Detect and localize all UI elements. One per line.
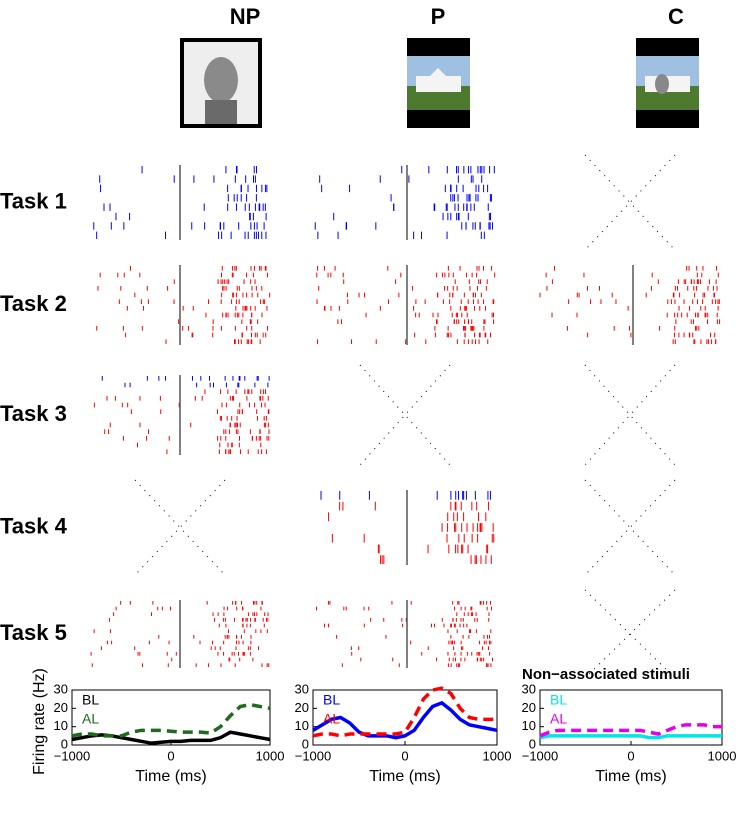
y-tick-label: 20 xyxy=(54,700,68,715)
raster-panel xyxy=(93,375,270,455)
legend-entry: BL xyxy=(323,692,340,708)
y-tick-label: 30 xyxy=(54,681,68,696)
row-label: Task 1 xyxy=(0,188,67,213)
x-tick-label: 0 xyxy=(401,748,408,763)
stimulus-place xyxy=(407,38,470,128)
x-axis-label: Time (ms) xyxy=(135,768,206,785)
raster-panel xyxy=(584,364,676,466)
raster-panel xyxy=(314,165,495,240)
x-tick-label: 1000 xyxy=(708,748,737,763)
raster-panel xyxy=(93,165,268,240)
empty-cross xyxy=(584,364,676,466)
empty-cross xyxy=(584,589,676,679)
y-tick-label: 20 xyxy=(522,700,536,715)
x-axis-label: Time (ms) xyxy=(369,768,440,785)
legend-entry: AL xyxy=(82,711,99,727)
row-label: Task 5 xyxy=(0,620,67,645)
y-tick-label: 0 xyxy=(529,736,536,751)
x-tick-label: 0 xyxy=(627,748,634,763)
y-tick-label: 0 xyxy=(302,736,309,751)
empty-cross xyxy=(134,479,226,576)
line-series xyxy=(71,702,271,738)
stimulus-combined xyxy=(636,38,699,128)
y-axis-label: Firing rate (Hz) xyxy=(31,668,48,775)
empty-cross xyxy=(584,479,676,576)
line-series xyxy=(312,686,497,738)
row-label: Task 2 xyxy=(0,291,67,316)
raster-panel xyxy=(320,490,495,565)
y-tick-label: 10 xyxy=(522,718,536,733)
y-tick-label: 30 xyxy=(295,681,309,696)
empty-cross xyxy=(359,364,451,466)
empty-cross xyxy=(584,479,676,576)
empty-cross xyxy=(584,154,676,251)
y-tick-label: 10 xyxy=(54,718,68,733)
raster-panel xyxy=(96,265,271,345)
y-tick-label: 0 xyxy=(61,736,68,751)
raster-panel xyxy=(134,479,226,576)
line-series xyxy=(539,734,722,740)
chart-title: Non−associated stimuli xyxy=(522,666,690,683)
raster-panel xyxy=(584,154,676,251)
empty-cross xyxy=(584,364,676,466)
raster-panel xyxy=(584,589,676,679)
x-tick-label: 0 xyxy=(167,748,174,763)
row-label: Task 3 xyxy=(0,401,67,426)
line-series xyxy=(312,700,498,740)
raster-panel xyxy=(90,600,270,668)
row-label: Task 4 xyxy=(0,513,68,538)
column-header: P xyxy=(431,4,446,29)
y-tick-label: 30 xyxy=(522,681,536,696)
raster-panel xyxy=(315,600,493,668)
x-tick-label: 1000 xyxy=(483,748,512,763)
legend-entry: BL xyxy=(82,692,99,708)
raster-panel xyxy=(584,479,676,576)
raster-panel xyxy=(316,265,496,345)
empty-cross xyxy=(584,589,676,679)
column-header: NP xyxy=(230,4,261,29)
legend-entry: BL xyxy=(550,692,567,708)
plot-frame xyxy=(71,689,271,746)
empty-cross xyxy=(359,364,451,466)
x-tick-label: −1000 xyxy=(295,748,332,763)
x-tick-label: −1000 xyxy=(522,748,559,763)
y-tick-label: 20 xyxy=(295,700,309,715)
x-axis-label: Time (ms) xyxy=(595,768,666,785)
empty-cross xyxy=(584,154,676,251)
y-tick-label: 10 xyxy=(295,718,309,733)
legend-entry: AL xyxy=(550,711,567,727)
stimulus-face xyxy=(180,38,262,128)
empty-cross xyxy=(134,479,226,576)
line-series xyxy=(71,730,271,745)
x-tick-label: −1000 xyxy=(54,748,91,763)
legend-entry: AL xyxy=(323,711,340,727)
raster-panel xyxy=(359,364,451,466)
raster-panel xyxy=(539,265,721,345)
column-header: C xyxy=(668,4,684,29)
x-tick-label: 1000 xyxy=(256,748,285,763)
